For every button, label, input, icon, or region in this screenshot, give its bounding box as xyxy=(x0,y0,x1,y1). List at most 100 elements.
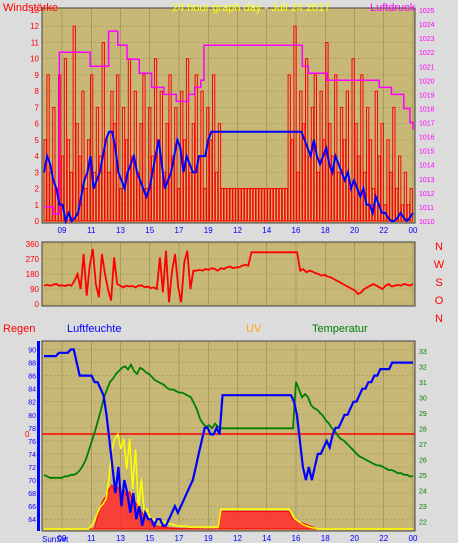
temperature-tick-label: 32 xyxy=(419,364,427,371)
x-tick-label: 20 xyxy=(350,534,359,543)
pressure-tick-label: 1015 xyxy=(419,149,435,156)
wind-tick-label: 1 xyxy=(35,201,40,210)
wind-gust-bar xyxy=(316,171,320,222)
x-tick-label: 12 xyxy=(233,226,242,235)
uv-label: UV xyxy=(246,323,262,335)
wind-gust-bar xyxy=(168,74,172,222)
wind-gust-bar xyxy=(351,58,355,222)
wind-gust-bar xyxy=(223,188,227,222)
temperature-tick-label: 24 xyxy=(419,488,427,495)
wind-gust-bar xyxy=(229,188,233,222)
wind-gust-bar xyxy=(98,155,102,222)
x-tick-label: 09 xyxy=(58,226,67,235)
temperature-tick-label: 28 xyxy=(419,426,427,433)
wind-gust-bar xyxy=(386,139,390,222)
x-tick-label: 15 xyxy=(145,226,154,235)
wind-direction-line xyxy=(43,248,414,303)
wind-gust-bar xyxy=(377,155,381,222)
x-tick-label: 12 xyxy=(233,534,242,543)
direction-tick-label: 90 xyxy=(30,285,39,294)
wind-gust-bar xyxy=(241,188,245,222)
wind-gust-bar xyxy=(345,90,350,222)
pressure-tick-label: 1016 xyxy=(419,135,435,142)
wind-gust-bar xyxy=(255,188,259,222)
wind-tick-label: 10 xyxy=(30,55,39,64)
humidity-tick-label: 66 xyxy=(28,504,36,511)
wind-gust-bar xyxy=(307,155,312,222)
x-tick-label: 19 xyxy=(204,534,213,543)
x-tick-label: 16 xyxy=(292,534,301,543)
wind-gust-bar xyxy=(273,188,277,222)
wind-gust-bar xyxy=(209,139,213,222)
wind-gust-bar xyxy=(246,188,251,222)
wind-gust-bar xyxy=(162,171,166,222)
x-tick-label: 11 xyxy=(87,534,96,543)
wind-gust-bar xyxy=(296,171,300,222)
wind-tick-label: 9 xyxy=(35,71,40,80)
wind-gust-bar xyxy=(325,42,329,222)
humidity-tick-label: 88 xyxy=(28,361,36,368)
x-tick-label: 22 xyxy=(379,226,388,235)
pressure-tick-label: 1023 xyxy=(419,36,435,43)
wind-gust-bar xyxy=(212,74,216,222)
wind-gust-bar xyxy=(395,188,399,222)
wind-gust-bar xyxy=(43,139,47,222)
x-tick-label: 13 xyxy=(116,226,125,235)
wind-tick-label: 12 xyxy=(30,22,39,31)
direction-tick-label: 360 xyxy=(26,240,40,249)
wind-gust-bar xyxy=(121,106,126,222)
wind-gust-bar xyxy=(110,90,114,222)
pressure-tick-label: 1021 xyxy=(419,64,435,71)
pressure-axis-label: Luftdruck xyxy=(370,2,416,14)
direction-tick-label: 180 xyxy=(26,270,40,279)
wind-gust-bar xyxy=(119,188,123,222)
temperature-tick-label: 27 xyxy=(419,442,427,449)
pressure-tick-label: 1017 xyxy=(419,121,435,128)
wind-gust-bar xyxy=(334,74,338,222)
humidity-axis-bar xyxy=(37,341,40,531)
wind-gust-bar xyxy=(290,139,294,222)
wind-axis-label: Windstärke xyxy=(3,2,58,14)
wind-gust-bar xyxy=(261,188,265,222)
pressure-tick-label: 1010 xyxy=(419,219,435,226)
compass-label: W xyxy=(434,259,445,271)
wind-gust-bar xyxy=(116,74,120,222)
pressure-tick-label: 1013 xyxy=(419,177,435,184)
x-tick-label: 16 xyxy=(292,226,301,235)
compass-label: O xyxy=(435,295,444,307)
temperature-label: Temperatur xyxy=(312,323,368,335)
wind-tick-label: 7 xyxy=(35,103,40,112)
wind-gust-bar xyxy=(380,123,384,222)
wind-gust-bar xyxy=(206,106,210,222)
humidity-tick-label: 84 xyxy=(28,387,36,394)
wind-gust-bar xyxy=(142,74,146,222)
wind-gust-bar xyxy=(232,188,236,222)
wind-gust-bar xyxy=(366,106,370,222)
humidity-tick-label: 68 xyxy=(28,491,36,498)
humidity-tick-label: 80 xyxy=(28,413,36,420)
wind-gust-bar xyxy=(267,188,271,222)
wind-gust-bar xyxy=(339,106,344,222)
wind-gust-bar xyxy=(284,188,289,222)
x-tick-label: 15 xyxy=(145,534,154,543)
temperature-tick-label: 26 xyxy=(419,457,427,464)
humidity-tick-label: 90 xyxy=(28,348,36,355)
humidity-line xyxy=(44,348,413,529)
wind-gust-bar xyxy=(183,139,187,222)
wind-gust-bar xyxy=(174,106,178,222)
x-tick-label: 00 xyxy=(409,534,418,543)
wind-gust-bar xyxy=(171,155,175,222)
humidity-tick-label: 74 xyxy=(28,452,36,459)
pressure-tick-label: 1024 xyxy=(419,22,435,29)
temperature-line xyxy=(43,362,413,479)
uv-line xyxy=(44,431,413,530)
wind-gust-bar xyxy=(244,188,248,222)
humidity-tick-label: 78 xyxy=(28,426,36,433)
humidity-label: Luftfeuchte xyxy=(67,323,121,335)
wind-gust-bar xyxy=(287,74,291,222)
wind-gust-bar xyxy=(151,155,155,222)
x-tick-label: 22 xyxy=(379,534,388,543)
